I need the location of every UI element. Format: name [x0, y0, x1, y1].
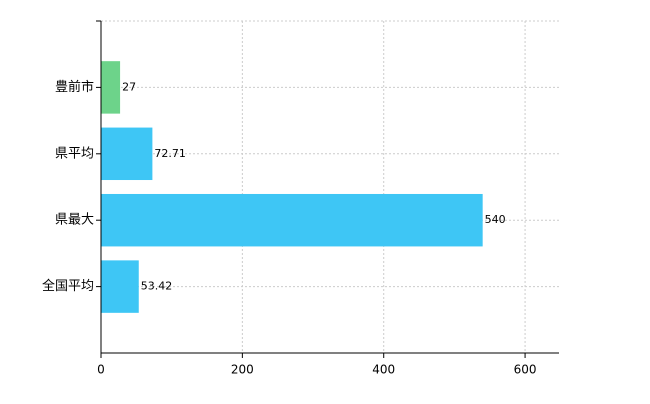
bar	[101, 260, 139, 313]
bar	[101, 193, 483, 247]
y-tick-label: 豊前市	[55, 79, 94, 95]
y-tick-label: 県平均	[55, 146, 94, 161]
x-tick-label: 200	[231, 363, 254, 377]
x-tick-label: 0	[97, 363, 105, 377]
bar	[101, 61, 121, 114]
x-tick-label: 400	[372, 363, 395, 377]
bar	[101, 127, 153, 181]
x-tick-label: 600	[514, 363, 537, 377]
value-label: 53.42	[141, 280, 173, 293]
y-tick-label: 県最大	[55, 213, 94, 228]
value-label: 72.71	[154, 147, 186, 160]
y-tick-label: 全国平均	[42, 278, 94, 294]
value-label: 27	[122, 80, 136, 93]
value-label: 540	[485, 213, 506, 226]
